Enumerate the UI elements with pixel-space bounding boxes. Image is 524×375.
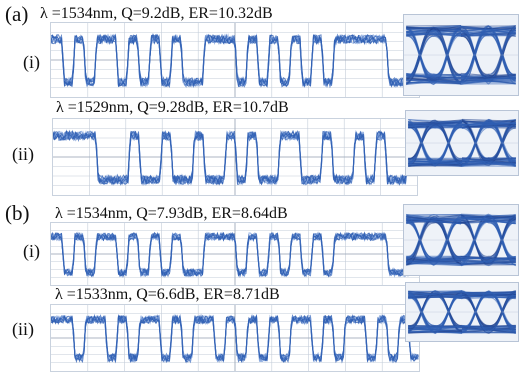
row-label-a-i: (i) bbox=[23, 52, 40, 72]
eye-diagram-a-i bbox=[403, 14, 519, 96]
caption-b-i: λ =1534nm, Q=7.93dB, ER=8.64dB bbox=[55, 205, 288, 222]
scope-trace-b-i bbox=[50, 222, 420, 286]
eye-diagram-a-ii bbox=[405, 110, 519, 176]
eye-diagram-b-ii bbox=[405, 282, 519, 342]
row-label-b-i: (i) bbox=[23, 241, 40, 261]
eye-diagram-b-i bbox=[403, 204, 519, 276]
panel-label-a: (a) bbox=[5, 2, 29, 26]
caption-b-ii: λ =1533nm, Q=6.6dB, ER=8.71dB bbox=[55, 286, 280, 303]
scope-trace-a-i bbox=[50, 22, 420, 98]
caption-a-i: λ =1534nm, Q=9.2dB, ER=10.32dB bbox=[40, 5, 273, 22]
scope-trace-a-ii bbox=[52, 118, 418, 196]
row-label-b-ii: (ii) bbox=[12, 319, 34, 339]
row-label-a-ii: (ii) bbox=[12, 144, 34, 164]
scope-trace-b-ii bbox=[50, 304, 420, 372]
caption-a-ii: λ =1529nm, Q=9.28dB, ER=10.7dB bbox=[56, 99, 289, 116]
panel-label-b: (b) bbox=[5, 201, 30, 225]
